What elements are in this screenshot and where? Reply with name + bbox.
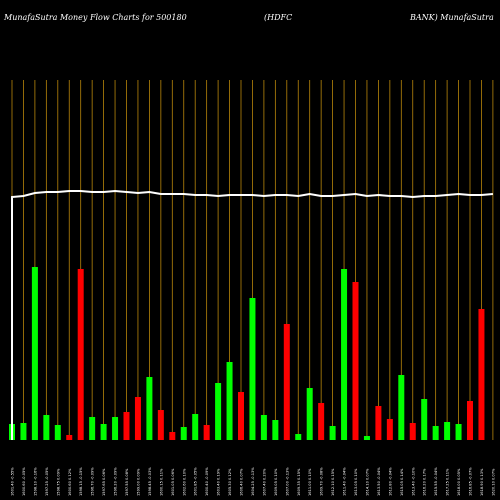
money-flow-bar — [478, 309, 485, 440]
money-flow-bar — [283, 324, 290, 440]
x-tick-label: 1598.10 -0.16% — [33, 467, 37, 496]
x-axis-labels: 1601.40 -0.55% 1600.60 -0.05% 1598.10 -0.1… — [11, 467, 496, 496]
x-tick-label: 1615.55 -0.04% — [434, 467, 438, 496]
x-tick-label: 1614.10 0.07% — [365, 468, 369, 496]
money-flow-bar — [455, 424, 462, 440]
x-tick-label: 1612.10 0.15% — [331, 468, 335, 496]
x-tick-label: 1596.20 -0.09% — [114, 467, 118, 496]
money-flow-bar — [203, 425, 210, 440]
x-tick-label: 1600.40 -0.09% — [205, 467, 209, 496]
x-tick-label: 1597.25 -0.05% — [45, 467, 49, 496]
money-flow-bar — [215, 383, 222, 440]
x-tick-label: 1611.00 0.10% — [308, 468, 312, 496]
money-flow-bar — [249, 298, 256, 440]
money-flow-bar — [432, 426, 439, 440]
money-flow-bar — [89, 417, 96, 440]
x-tick-label: 1616.85 -0.07% — [469, 467, 473, 496]
x-tick-label: 1609.35 0.15% — [297, 468, 301, 496]
x-tick-label: 1609.70 -0.08% — [320, 467, 324, 496]
money-flow-bar — [226, 362, 233, 440]
money-flow-bar — [180, 427, 187, 440]
x-tick-label: 1601.40 -0.55% — [11, 467, 15, 496]
money-flow-bar — [157, 410, 164, 440]
x-tick-label: 1607.00 -0.13% — [285, 467, 289, 496]
x-tick-label: 1618.00 0.05% — [457, 468, 461, 496]
x-tick-label: 1596.70 -0.09% — [91, 467, 95, 496]
x-tick-label: 1617.25 0.11% — [446, 468, 450, 496]
money-flow-bar — [43, 415, 50, 440]
money-flow-bar — [112, 417, 119, 440]
money-flow-bar — [352, 282, 359, 440]
money-flow-bar — [444, 422, 451, 440]
money-flow-bars — [9, 267, 485, 440]
money-flow-bar — [100, 424, 107, 440]
x-tick-label: 1601.05 0.06% — [171, 468, 175, 496]
money-flow-bar — [467, 401, 473, 440]
x-tick-label: 1598.15 -0.15% — [79, 467, 83, 496]
money-flow-bar — [398, 375, 405, 440]
x-tick-label: 1597.55 0.08% — [125, 468, 129, 496]
x-tick-label: 1607.40 0.20% — [262, 468, 266, 496]
money-flow-bar — [272, 420, 279, 440]
x-tick-label: 1601.85 -0.05% — [194, 467, 198, 496]
money-flow-bar — [66, 435, 73, 440]
x-tick-label: 1618.90 0.13% — [480, 468, 484, 496]
money-flow-bar — [54, 425, 61, 440]
money-flow-bar — [169, 432, 176, 440]
money-flow-bar — [409, 423, 416, 440]
x-tick-label: 1613.50 -0.04% — [377, 467, 381, 496]
x-tick-label: 1613.40 -0.10% — [411, 467, 415, 496]
x-tick-label: 1615.05 0.14% — [400, 468, 404, 496]
x-tick-label: 1600.15 0.11% — [159, 468, 163, 496]
x-tick-label: 1599.00 0.09% — [136, 468, 140, 496]
money-flow-bar — [318, 403, 325, 440]
x-tick-label: 1604.25 -0.13% — [251, 467, 255, 496]
money-flow-bar — [192, 414, 199, 440]
money-flow-bar — [386, 419, 393, 440]
money-flow-bar — [295, 434, 302, 440]
money-flow-bar — [306, 388, 313, 440]
x-tick-label: 1616.20 0.17% — [423, 468, 427, 496]
x-tick-label: 1600.60 -0.05% — [22, 467, 26, 496]
x-tick-label: 1603.40 0.19% — [217, 468, 221, 496]
x-tick-label: 1612.80 -0.04% — [388, 467, 392, 496]
money-flow-bar — [375, 406, 382, 440]
money-flow-bar — [260, 415, 267, 440]
money-flow-bar — [421, 399, 428, 440]
money-flow-bar — [363, 436, 370, 440]
x-tick-label: 1605.30 0.12% — [228, 468, 232, 496]
chart-title-right: BANK) MunafaSutra — [409, 13, 494, 22]
price-line — [11, 189, 493, 440]
money-flow-bar — [238, 392, 244, 440]
x-tick-label: 1600.60 0.12% — [68, 468, 72, 496]
money-flow-bar — [146, 377, 153, 440]
money-flow-bar — [123, 412, 130, 440]
money-flow-bar — [329, 426, 336, 440]
x-tick-label: 1602.60 0.10% — [182, 468, 186, 496]
chart-title-left: MunafaSutra Money Flow Charts for 500180 — [3, 13, 187, 22]
x-tick-label: 1620.10 0.07% — [491, 468, 495, 496]
money-flow-bar — [341, 269, 348, 440]
x-tick-label: 1598.45 -0.03% — [148, 467, 152, 496]
x-tick-label: 1613.05 0.10% — [354, 468, 358, 496]
money-flow-bar — [20, 423, 27, 440]
x-tick-label: 1606.40 0.07% — [240, 468, 244, 496]
money-flow-bar — [77, 269, 84, 440]
money-flow-bar — [31, 267, 38, 440]
chart-title-middle: (HDFC — [264, 13, 292, 22]
x-tick-label: 1598.75 0.09% — [56, 468, 60, 496]
x-tick-label: 1609.05 0.10% — [274, 468, 278, 496]
money-flow-bar — [134, 397, 141, 440]
x-tick-label: 1597.65 0.06% — [102, 468, 106, 496]
x-tick-label: 1611.40 -0.04% — [343, 467, 347, 496]
